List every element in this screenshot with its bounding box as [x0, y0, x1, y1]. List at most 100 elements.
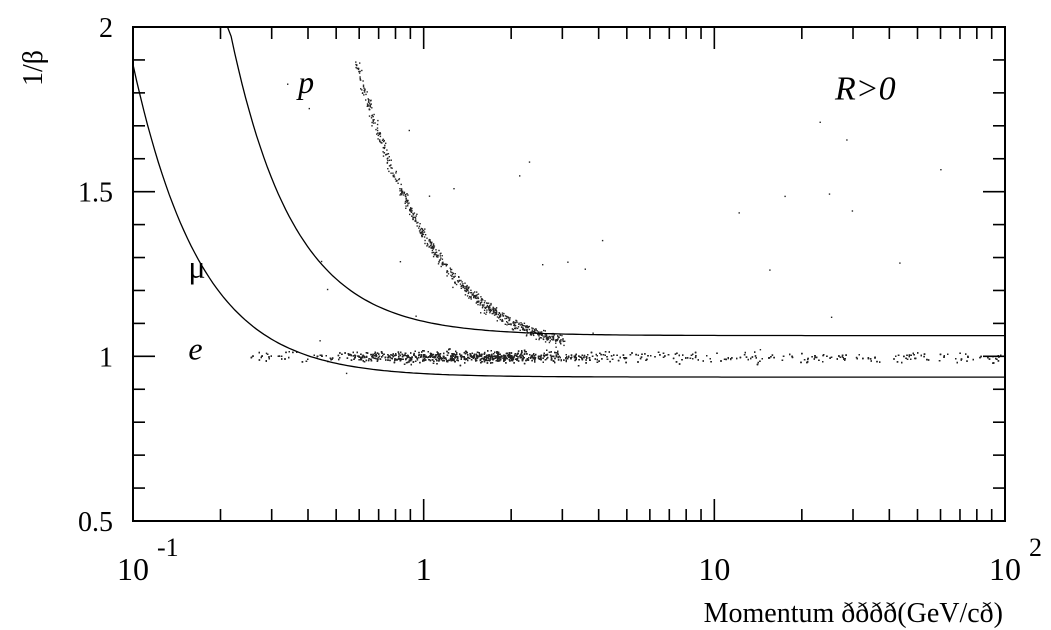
lepton-point	[446, 350, 448, 353]
proton-point	[415, 219, 417, 222]
lepton-point	[481, 361, 483, 363]
proton-point	[506, 322, 509, 324]
lepton-point	[596, 358, 598, 361]
proton-point	[472, 292, 475, 294]
lepton-point	[365, 359, 367, 362]
proton-point	[387, 159, 389, 162]
lepton-point	[509, 360, 511, 362]
proton-point	[372, 122, 375, 124]
lepton-point	[436, 354, 438, 356]
lepton-point	[387, 359, 389, 361]
lepton-point	[498, 356, 500, 358]
lepton-point	[755, 357, 757, 359]
lepton-point	[692, 358, 694, 360]
proton-point	[401, 191, 403, 193]
lepton-point	[910, 354, 912, 356]
lepton-point	[644, 353, 646, 355]
proton-point	[376, 129, 379, 132]
lepton-point	[398, 355, 400, 358]
proton-point	[357, 67, 359, 69]
proton-point	[408, 202, 410, 204]
lepton-point	[524, 351, 526, 353]
lepton-point	[401, 358, 403, 360]
proton-point	[403, 191, 406, 193]
proton-point	[497, 313, 499, 316]
lepton-point	[481, 353, 483, 356]
lepton-point	[485, 359, 487, 361]
lepton-point	[542, 354, 545, 357]
lepton-point	[470, 359, 473, 361]
lepton-point	[394, 359, 396, 361]
proton-point	[488, 308, 491, 310]
lepton-point	[432, 359, 434, 361]
proton-point	[480, 301, 483, 303]
proton-point	[467, 288, 470, 290]
lepton-point	[423, 350, 425, 352]
lepton-point	[822, 354, 824, 357]
lepton-point	[491, 362, 494, 364]
proton-point	[559, 334, 561, 336]
lepton-point	[523, 362, 526, 365]
lepton-point	[332, 357, 334, 359]
lepton-point	[475, 359, 478, 362]
lepton-point	[281, 358, 283, 360]
lepton-point	[553, 360, 555, 362]
lepton-point	[452, 358, 454, 360]
lepton-point	[372, 356, 374, 359]
proton-point	[440, 252, 442, 254]
proton-point	[405, 205, 407, 207]
lepton-point	[459, 353, 461, 355]
lepton-point	[532, 354, 534, 356]
lepton-point	[472, 356, 474, 358]
proton-point	[516, 321, 518, 324]
proton-point	[496, 320, 498, 322]
lepton-point	[514, 358, 517, 360]
lepton-point	[581, 358, 584, 361]
proton-point	[512, 321, 515, 323]
lepton-point	[470, 353, 472, 356]
lepton-point	[507, 354, 509, 357]
proton-point	[410, 207, 412, 209]
lepton-point	[467, 359, 469, 362]
stray-point	[592, 332, 594, 334]
lepton-point	[440, 357, 442, 359]
lepton-point	[554, 357, 556, 360]
proton-point	[439, 253, 441, 255]
proton-point	[546, 337, 548, 339]
lepton-point	[486, 362, 489, 364]
proton-point	[526, 329, 528, 331]
proton-point	[437, 256, 439, 258]
proton-point	[420, 231, 422, 233]
stray-point	[784, 195, 786, 198]
lepton-point	[347, 353, 349, 355]
proton-point	[536, 330, 538, 332]
lepton-point	[395, 354, 397, 356]
proton-point	[379, 135, 382, 138]
lepton-point	[844, 358, 846, 360]
lepton-point	[543, 355, 545, 358]
proton-point	[383, 140, 385, 143]
lepton-point	[743, 354, 746, 356]
x-tick-label: 10	[989, 551, 1021, 587]
lepton-point	[422, 358, 424, 360]
lepton-point	[439, 355, 441, 358]
proton-point	[367, 101, 370, 103]
proton-point	[373, 119, 375, 121]
lepton-point	[367, 359, 370, 362]
lepton-point	[523, 349, 526, 351]
lepton-point	[405, 362, 408, 364]
lepton-point	[640, 356, 643, 358]
lepton-point	[389, 359, 391, 362]
lepton-point	[473, 355, 475, 357]
proton-point	[564, 340, 566, 342]
proton-point	[480, 312, 482, 314]
proton-point	[490, 304, 492, 306]
lepton-point	[496, 352, 498, 354]
lepton-point	[906, 358, 909, 360]
proton-point	[436, 256, 438, 258]
proton-point	[422, 231, 424, 234]
lepton-point	[565, 354, 567, 356]
proton-point	[469, 295, 471, 298]
proton-point	[383, 152, 386, 154]
lepton-point	[437, 353, 439, 356]
